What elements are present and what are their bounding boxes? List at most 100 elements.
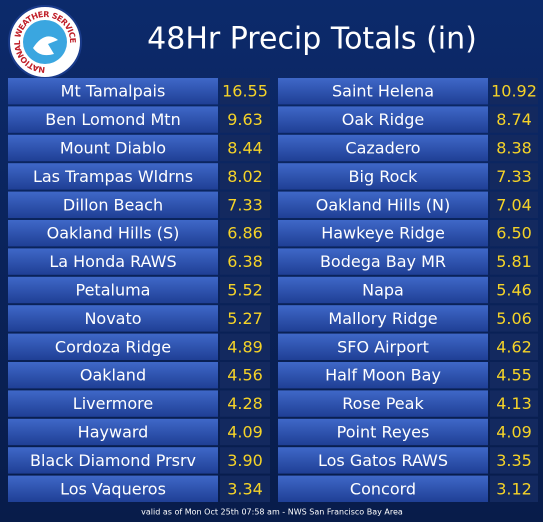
station-name: Oak Ridge [342,110,424,129]
precip-value: 4.13 [496,394,532,413]
name-cell [8,134,218,162]
precip-value: 5.06 [496,309,532,328]
name-cell [8,447,218,474]
footer: valid as of Mon Oct 25th 07:58 am - NWS … [141,508,403,517]
station-name: Oakland [80,366,146,385]
station-name: Los Gatos RAWS [318,451,448,470]
value-cell [220,220,270,247]
precip-value: 4.28 [227,394,263,413]
station-name: Bodega Bay MR [320,252,446,271]
title: 48Hr Precip Totals (in) [147,22,477,57]
precip-value: 16.55 [222,82,268,101]
name-cell [278,447,488,474]
name-cell [278,475,488,502]
precip-value: 3.12 [496,479,532,498]
precip-value: 5.52 [227,281,263,300]
name-cell [8,390,218,417]
name-cell [278,106,488,133]
precip-value: 8.38 [496,139,532,158]
precip-value: 9.63 [227,110,263,129]
name-cell [8,475,218,502]
station-name: Saint Helena [332,82,434,101]
precip-value: 4.62 [496,337,532,356]
value-cell [220,191,270,218]
name-cell [8,78,218,105]
station-name: La Honda RAWS [49,252,176,271]
value-cell [220,248,270,275]
station-name: Cordoza Ridge [55,337,171,356]
station-name: Hayward [78,423,149,442]
precip-value: 4.56 [227,366,263,385]
precip-value: 8.44 [227,139,263,158]
precip-value: 6.86 [227,224,263,243]
name-cell [278,248,488,275]
value-cell [490,163,538,190]
name-cell [8,333,218,360]
name-cell [8,418,218,446]
name-cell [278,305,488,332]
name-cell [8,305,218,332]
name-cell [278,163,488,190]
precip-value: 4.09 [496,423,532,442]
name-cell [8,276,218,304]
value-cell [220,475,270,502]
name-cell [8,220,218,247]
station-name: Dillon Beach [63,195,163,214]
name-cell [278,134,488,162]
value-cell [220,333,270,360]
precip-value: 3.90 [227,451,263,470]
precip-value: 10.92 [491,82,537,101]
value-cell [490,248,538,275]
station-name: Napa [362,281,404,300]
value-cell [220,106,270,133]
station-name: Los Vaqueros [60,479,166,498]
value-cell [490,106,538,133]
name-cell [278,418,488,446]
value-cell [490,276,538,304]
precip-value: 6.50 [496,224,532,243]
station-name: Livermore [73,394,153,413]
value-cell [490,475,538,502]
station-name: Oakland Hills (N) [316,195,451,214]
precip-value: 8.74 [496,110,532,129]
precip-value: 4.55 [496,366,532,385]
station-name: Novato [84,309,141,328]
value-cell [490,333,538,360]
value-cell [220,134,270,162]
value-cell [220,418,270,446]
precip-value: 8.02 [227,167,263,186]
value-cell [490,191,538,218]
station-name: Petaluma [76,281,151,300]
value-cell [490,78,538,105]
value-cell [220,163,270,190]
precip-value: 7.33 [496,167,532,186]
value-cell [490,305,538,332]
name-cell [8,362,218,389]
value-cell [220,78,270,105]
name-cell [278,220,488,247]
station-name: Big Rock [349,167,419,186]
value-cell [490,134,538,162]
precip-value: 6.38 [227,252,263,271]
name-cell [278,78,488,105]
precip-value: 7.04 [496,195,532,214]
name-cell [278,362,488,389]
name-cell [8,191,218,218]
value-cell [490,362,538,389]
station-name: Half Moon Bay [325,366,441,385]
logo: NATIONAL WEATHER SERVICE [8,5,82,79]
station-name: Mt Tamalpais [61,82,166,101]
value-cell [220,390,270,417]
name-cell [8,248,218,275]
station-name: Ben Lomond Mtn [45,110,180,129]
station-name: Las Trampas Wldrns [33,167,193,186]
precip-value: 5.27 [227,309,263,328]
value-cell [220,305,270,332]
value-cell [220,362,270,389]
name-cell [8,163,218,190]
name-cell [278,390,488,417]
station-name: Oakland Hills (S) [47,224,180,243]
name-cell [8,106,218,133]
precip-value: 3.35 [496,451,532,470]
